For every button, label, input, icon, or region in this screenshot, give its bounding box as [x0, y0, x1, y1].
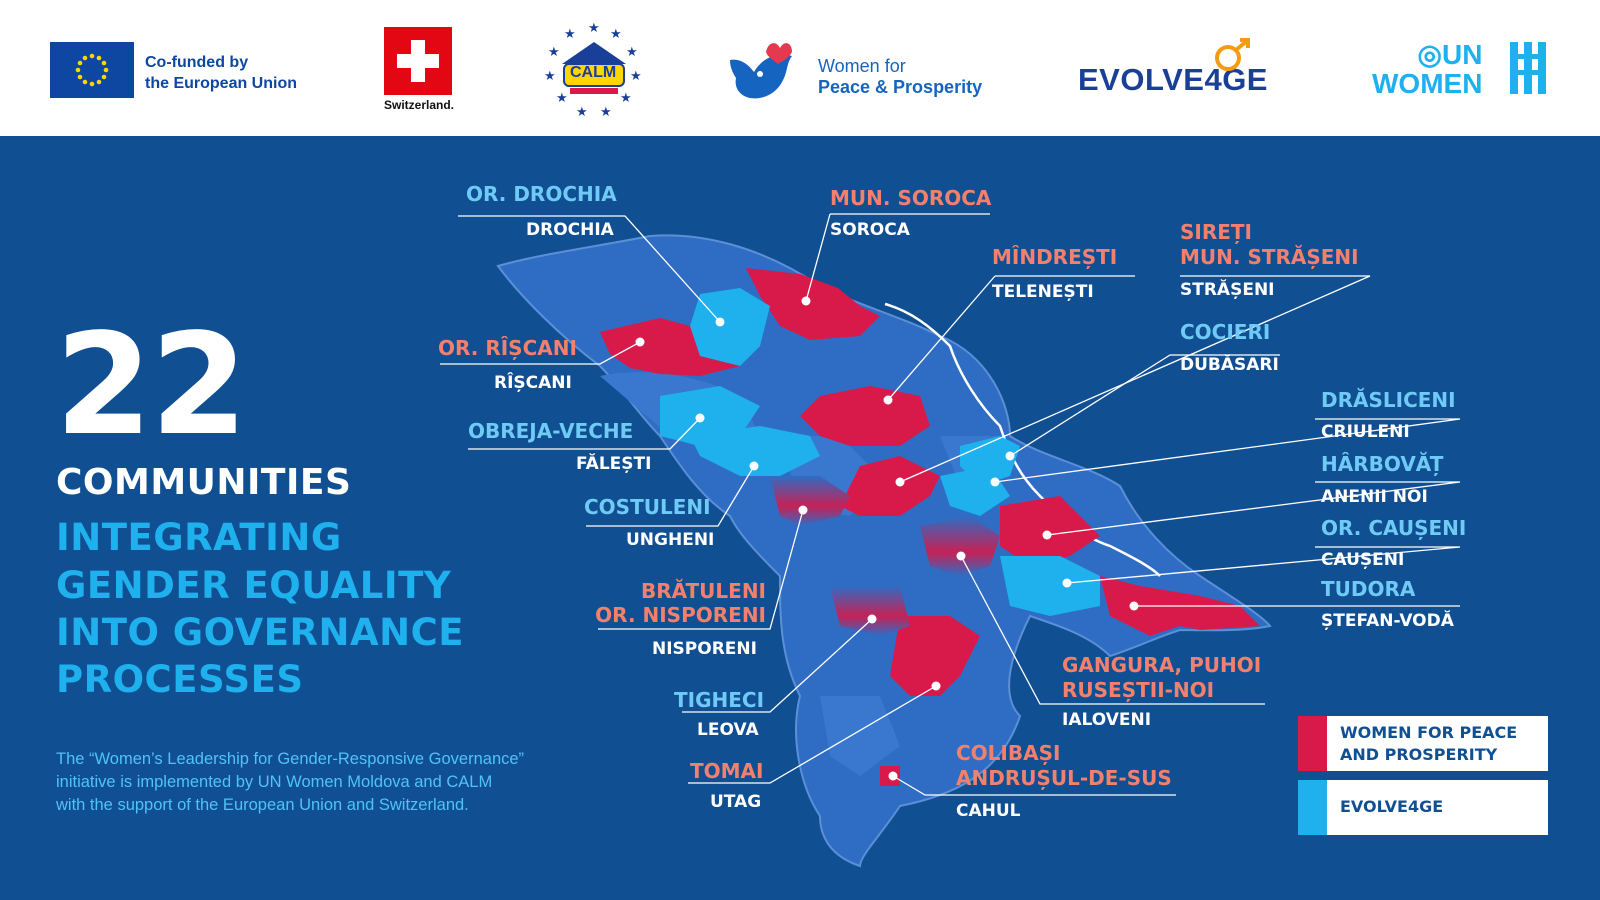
- district-dubasari: DUBĂSARI: [1180, 355, 1279, 375]
- tagline-line-4: PROCESSES: [56, 658, 304, 701]
- legend-item-wpp: WOMEN FOR PEACE AND PROSPERITY: [1298, 716, 1548, 771]
- region-ungheni: [690, 426, 820, 476]
- legend-item-evolve: EVOLVE4GE: [1298, 780, 1548, 835]
- svg-text:★: ★: [556, 91, 568, 106]
- unwomen-logo: ◎UN WOMEN: [1372, 39, 1483, 99]
- community-costuleni: COSTULENI: [584, 495, 711, 519]
- district-utag: UTAG: [710, 792, 762, 812]
- legend-swatch-wpp: [1298, 716, 1327, 771]
- district-ungheni: UNGHENI: [626, 530, 715, 550]
- district-cahul: CAHUL: [956, 801, 1021, 821]
- community-harbovat: HÂRBOVĂȚ: [1321, 452, 1444, 476]
- swiss-flag-icon: [384, 27, 452, 95]
- community-drasliceni: DRĂSLICENI: [1321, 388, 1456, 412]
- region-causeni: [1000, 556, 1100, 616]
- svg-text:★: ★: [620, 91, 632, 106]
- community-or-drochia: OR. DROCHIA: [466, 182, 617, 206]
- region-telenesti: [800, 386, 930, 446]
- community-mindresti: MÎNDREȘTI: [992, 245, 1118, 269]
- partner-logos-bar: Co-funded by the European Union Switzerl…: [0, 0, 1600, 136]
- communities-heading: COMMUNITIES: [56, 462, 352, 503]
- svg-text:★: ★: [630, 69, 642, 84]
- district-drochia: DROCHIA: [526, 220, 614, 240]
- svg-text:★: ★: [600, 105, 612, 120]
- wpp-logo-text: Women for Peace & Prosperity: [818, 56, 983, 97]
- tagline-line-1: INTEGRATING: [56, 516, 342, 559]
- legend-swatch-evolve: [1298, 780, 1327, 835]
- community-tudora: TUDORA: [1321, 577, 1416, 601]
- region-soroca: [746, 268, 880, 340]
- community-colibasi-andrusul: COLIBAȘI ANDRUȘUL-DE-SUS: [956, 741, 1172, 790]
- district-criuleni: CRIULENI: [1321, 422, 1410, 442]
- svg-text:★: ★: [576, 105, 588, 120]
- initiative-footnote: The “Women’s Leadership for Gender-Respo…: [56, 750, 525, 814]
- svg-text:★: ★: [588, 21, 600, 36]
- region-drochia: [690, 288, 770, 366]
- svg-text:★: ★: [544, 69, 556, 84]
- community-tomai: TOMAI: [690, 759, 764, 783]
- district-soroca: SOROCA: [830, 220, 910, 240]
- community-or-riscani: OR. RÎȘCANI: [438, 336, 577, 360]
- region-straseni: [840, 456, 940, 516]
- district-telenesti: TELENEȘTI: [992, 282, 1094, 302]
- district-ialoveni: IALOVENI: [1062, 710, 1152, 730]
- community-mun-soroca: MUN. SOROCA: [830, 186, 992, 210]
- svg-text:★: ★: [610, 27, 622, 42]
- community-tigheci: TIGHECI: [674, 688, 765, 712]
- switzerland-label: Switzerland.: [384, 98, 455, 112]
- svg-text:★: ★: [626, 45, 638, 60]
- region-leova-red: [890, 616, 980, 696]
- community-obreja-veche: OBREJA-VECHE: [468, 419, 634, 443]
- region-anenii-noi: [1000, 496, 1100, 566]
- region-riscani: [600, 318, 740, 376]
- equality-bars-icon: [1510, 42, 1548, 94]
- calm-logo-icon: ★ ★ ★ ★ ★ ★ ★ ★ ★ ★ ★: [540, 18, 648, 124]
- moldova-map: [440, 213, 1461, 868]
- district-stefan-voda: ȘTEFAN-VODĂ: [1321, 611, 1454, 631]
- calm-label: CALM: [570, 64, 617, 81]
- communities-count: 22: [55, 304, 248, 467]
- region-ialoveni: [920, 516, 1000, 576]
- tagline-line-3: INTO GOVERNANCE: [56, 611, 465, 654]
- district-leova: LEOVA: [697, 720, 759, 740]
- eu-flag-icon: [50, 42, 134, 98]
- un-emblem-icon: ◎: [1417, 39, 1442, 70]
- community-or-causeni: OR. CAUȘENI: [1321, 516, 1467, 540]
- district-riscani: RÎȘCANI: [494, 373, 572, 393]
- eu-cofunded-text: Co-funded by the European Union: [145, 54, 297, 92]
- community-bratuleni-nisporeni: BRĂTULENI OR. NISPORENI: [595, 579, 766, 627]
- region-nisporeni: [770, 476, 850, 526]
- community-gangura-puhoi-rusestii: GANGURA, PUHOI RUSEȘTII-NOI: [1062, 653, 1262, 702]
- main-infographic-panel: 22 COMMUNITIES INTEGRATING GENDER EQUALI…: [0, 136, 1600, 900]
- svg-text:★: ★: [548, 45, 560, 60]
- district-nisporeni: NISPORENI: [652, 639, 757, 659]
- district-falesti: FĂLEȘTI: [576, 454, 652, 474]
- region-cahul: [830, 586, 910, 636]
- community-sireti-straseni: SIREȚI MUN. STRĂȘENI: [1180, 220, 1359, 269]
- dove-icon: [726, 38, 804, 106]
- community-cocieri: COCIERI: [1180, 320, 1271, 344]
- svg-text:★: ★: [564, 27, 576, 42]
- district-straseni: STRĂȘENI: [1180, 280, 1275, 300]
- district-causeni: CAUȘENI: [1321, 550, 1405, 570]
- district-anenii-noi: ANENII NOI: [1321, 487, 1428, 507]
- gender-symbol-icon: [1206, 38, 1258, 78]
- tagline-line-2: GENDER EQUALITY: [56, 564, 452, 607]
